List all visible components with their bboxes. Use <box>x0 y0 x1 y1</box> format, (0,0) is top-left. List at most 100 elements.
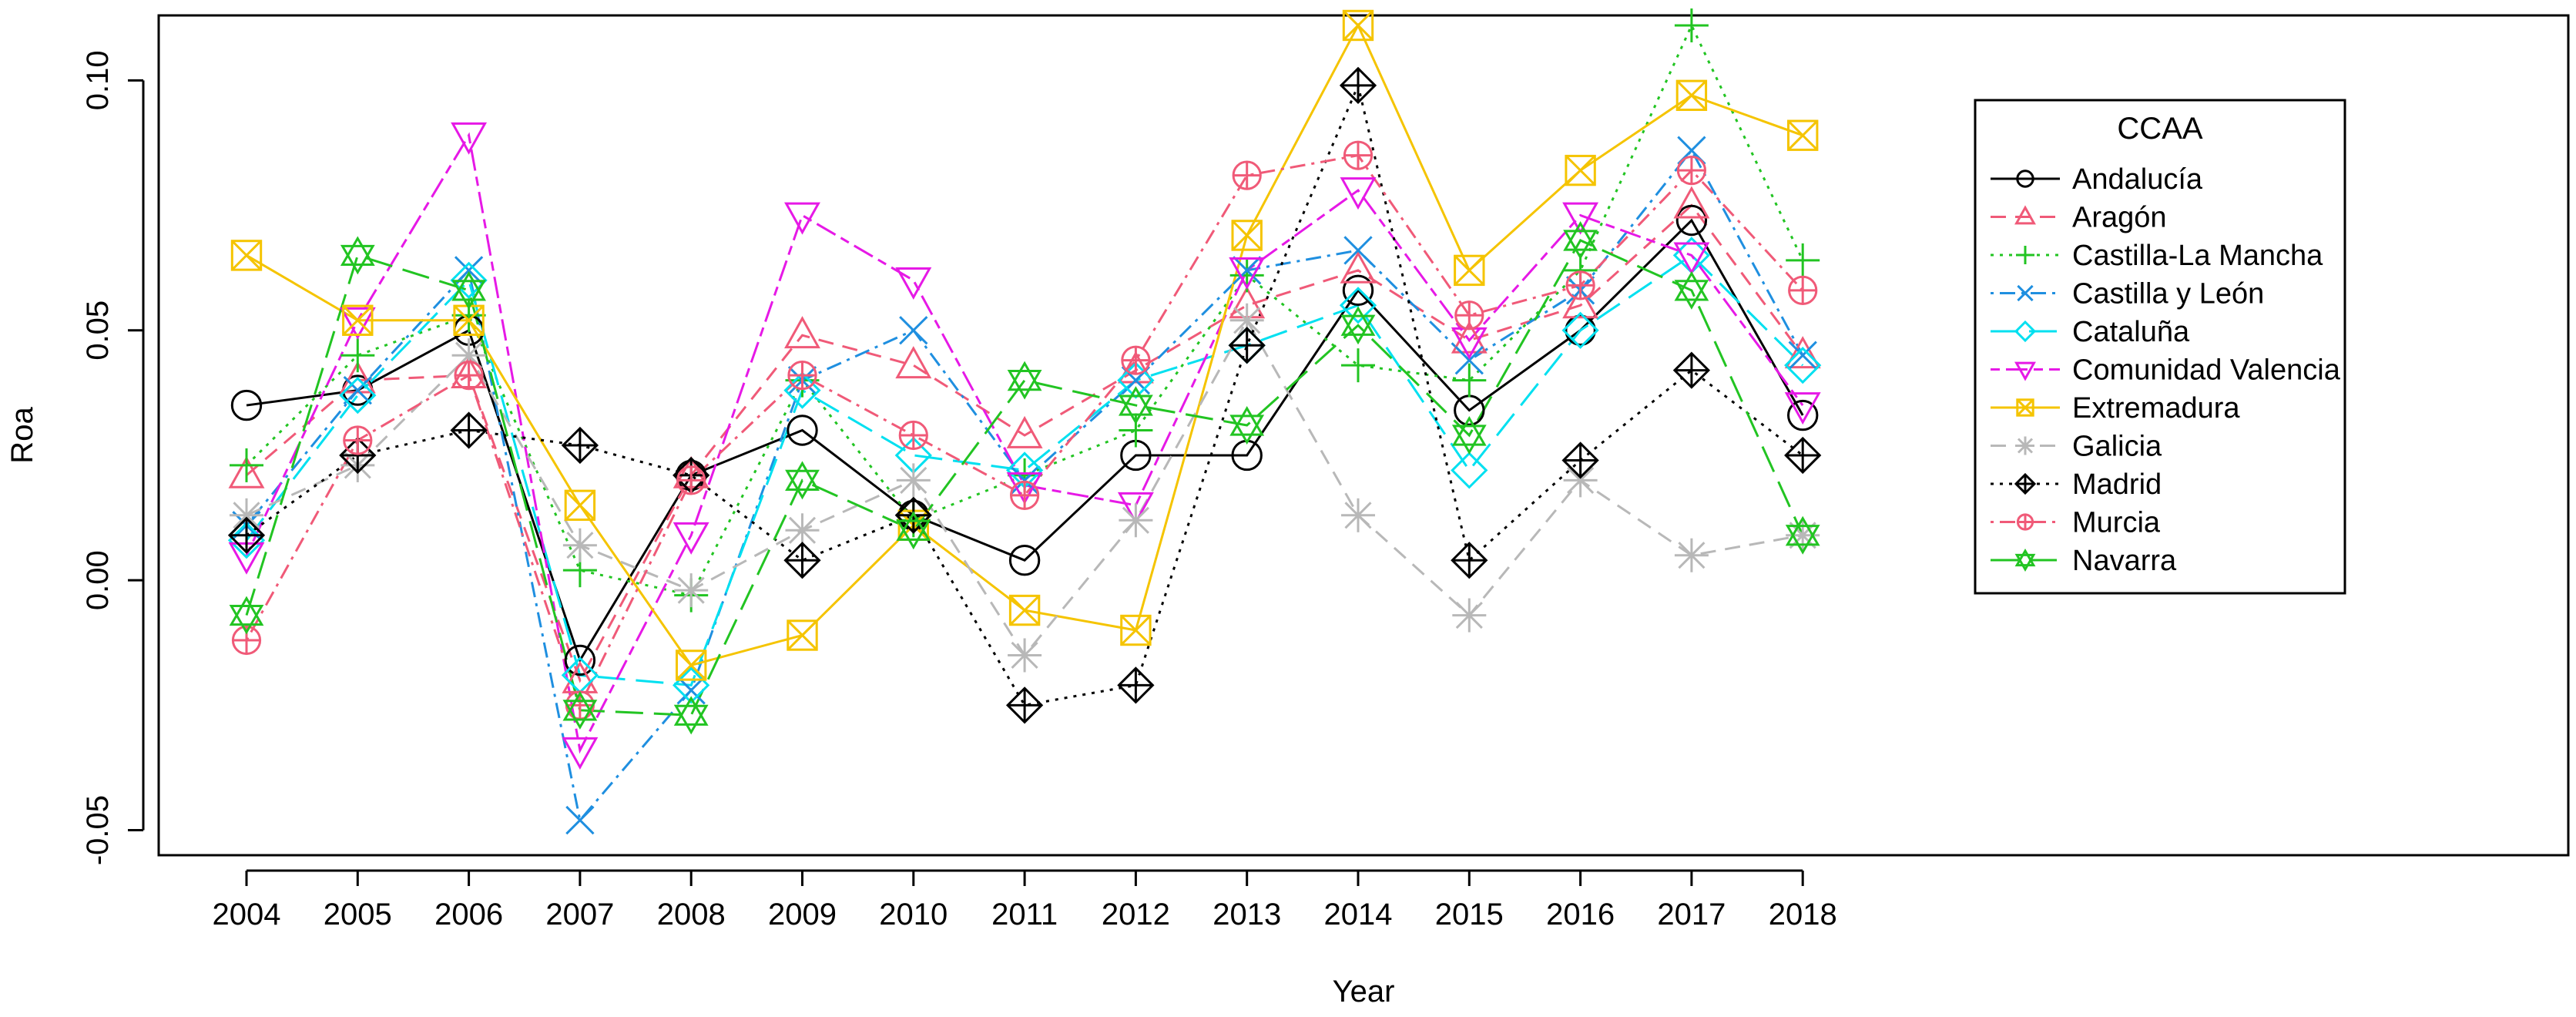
point-navarra-2010 <box>896 511 931 550</box>
point-murcia-2006 <box>454 361 484 391</box>
point-murcia-2008 <box>676 465 706 495</box>
point-cataluna-2018 <box>1784 347 1822 384</box>
point-andalucia-2014 <box>1342 274 1374 307</box>
legend-item-murcia: Murcia <box>1991 507 2161 539</box>
plot-border <box>157 14 2570 857</box>
point-madrid-2016 <box>1561 441 1599 479</box>
point-navarra-2004 <box>229 596 264 635</box>
point-navarra-2013 <box>1229 406 1265 445</box>
point-aragon-2016 <box>1562 286 1599 319</box>
x-tick-label: 2004 <box>213 898 281 931</box>
legend-marker-castilla-la-mancha <box>2016 246 2034 264</box>
point-murcia-2005 <box>343 425 373 455</box>
point-murcia-2007 <box>565 690 595 720</box>
legend-label: Navarra <box>2072 545 2177 577</box>
point-murcia-2013 <box>1232 160 1262 190</box>
point-navarra-2007 <box>562 690 598 730</box>
point-castilla-la-mancha-2014 <box>1341 348 1375 383</box>
point-castilla-la-mancha-2018 <box>1786 243 1820 277</box>
series-line-madrid <box>246 82 1804 707</box>
point-castilla-y-leon-2018 <box>1788 341 1817 370</box>
point-madrid-2007 <box>561 426 599 465</box>
point-andalucia-2018 <box>1787 399 1819 431</box>
point-galicia-2007 <box>562 528 597 562</box>
point-comunidad-valencia-2016 <box>1562 202 1599 235</box>
point-galicia-2009 <box>785 513 820 548</box>
point-extremadura-2012 <box>1120 614 1152 646</box>
point-madrid-2011 <box>1005 686 1044 724</box>
x-tick-label: 2005 <box>324 898 392 931</box>
point-aragon-2004 <box>228 455 265 488</box>
point-extremadura-2009 <box>787 619 818 651</box>
x-tick-label: 2011 <box>991 898 1058 931</box>
point-andalucia-2007 <box>564 644 596 676</box>
point-madrid-2018 <box>1784 436 1822 475</box>
point-extremadura-2015 <box>1454 254 1485 287</box>
point-comunidad-valencia-2011 <box>1006 472 1043 505</box>
x-tick-label: 2006 <box>434 898 503 931</box>
point-andalucia-2016 <box>1565 314 1596 346</box>
point-cataluna-2012 <box>1117 361 1155 399</box>
point-galicia-2004 <box>230 498 263 532</box>
x-tick-label: 2018 <box>1769 898 1837 931</box>
point-navarra-2005 <box>340 236 375 275</box>
point-murcia-2011 <box>1010 480 1040 510</box>
legend-label: Andalucía <box>2072 163 2203 196</box>
point-murcia-2012 <box>1121 345 1151 375</box>
legend-marker-andalucia <box>2016 170 2034 188</box>
series-line-andalucia <box>246 218 1804 663</box>
point-comunidad-valencia-2013 <box>1229 257 1266 290</box>
point-madrid-2015 <box>1451 542 1488 579</box>
point-comunidad-valencia-2005 <box>339 307 376 340</box>
point-madrid-2017 <box>1672 351 1711 389</box>
point-aragon-2010 <box>895 346 932 379</box>
point-castilla-la-mancha-2006 <box>451 298 486 333</box>
legend-box <box>1974 99 2346 595</box>
point-andalucia-2011 <box>1008 545 1041 576</box>
point-murcia-2017 <box>1676 156 1706 186</box>
point-galicia-2015 <box>1452 598 1487 633</box>
legend-item-aragon: Aragón <box>1991 202 2167 234</box>
legend-marker-murcia <box>2016 513 2034 531</box>
point-comunidad-valencia-2012 <box>1117 492 1154 525</box>
legend-label: Murcia <box>2072 507 2161 539</box>
legend-label: Castilla y León <box>2072 278 2264 310</box>
point-navarra-2015 <box>1451 416 1487 455</box>
point-extremadura-2016 <box>1565 154 1596 186</box>
point-comunidad-valencia-2008 <box>673 522 709 555</box>
point-extremadura-2013 <box>1231 220 1263 251</box>
legend-label: Aragón <box>2072 202 2167 234</box>
point-castilla-y-leon-2013 <box>1233 256 1262 285</box>
point-andalucia-2004 <box>230 389 263 421</box>
point-aragon-2015 <box>1451 321 1488 354</box>
point-castilla-y-leon-2005 <box>343 375 372 405</box>
x-tick-label: 2017 <box>1657 898 1726 931</box>
point-extremadura-2011 <box>1008 594 1041 626</box>
point-cataluna-2016 <box>1561 311 1599 349</box>
legend-label: Castilla-La Mancha <box>2072 240 2323 272</box>
point-comunidad-valencia-2018 <box>1784 392 1821 425</box>
series-line-navarra <box>245 239 1804 717</box>
legend-item-andalucia: Andalucía <box>1991 163 2203 196</box>
point-aragon-2005 <box>339 361 376 394</box>
y-axis-title: Roa <box>5 407 39 464</box>
legend-item-castilla-la-mancha: Castilla-La Mancha <box>1991 240 2323 272</box>
point-castilla-y-leon-2011 <box>1010 465 1039 495</box>
y-axis: -0.05 0.00 0.05 0.10 <box>81 50 145 865</box>
point-castilla-la-mancha-2015 <box>1452 363 1487 398</box>
legend-marker-comunidad-valencia <box>2014 361 2036 381</box>
point-galicia-2011 <box>1008 638 1042 673</box>
point-andalucia-2009 <box>787 415 818 446</box>
x-axis-title: Year <box>1333 975 1395 1009</box>
series-line-comunidad-valencia <box>245 132 1804 754</box>
point-navarra-2017 <box>1674 270 1709 310</box>
legend-label: Extremadura <box>2072 392 2240 425</box>
point-galicia-2014 <box>1341 498 1375 532</box>
point-madrid-2013 <box>1228 327 1266 364</box>
point-extremadura-2004 <box>230 240 263 271</box>
series-line-murcia <box>245 154 1804 709</box>
x-tick-label: 2007 <box>545 898 614 931</box>
point-comunidad-valencia-2014 <box>1340 177 1377 210</box>
point-extremadura-2018 <box>1787 119 1819 151</box>
point-comunidad-valencia-2009 <box>784 202 820 235</box>
